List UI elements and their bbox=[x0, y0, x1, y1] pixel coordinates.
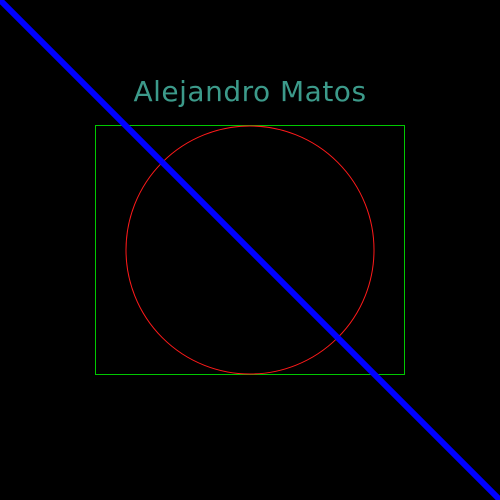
name-caption: Alejandro Matos bbox=[133, 75, 366, 108]
red-circle bbox=[125, 125, 375, 375]
